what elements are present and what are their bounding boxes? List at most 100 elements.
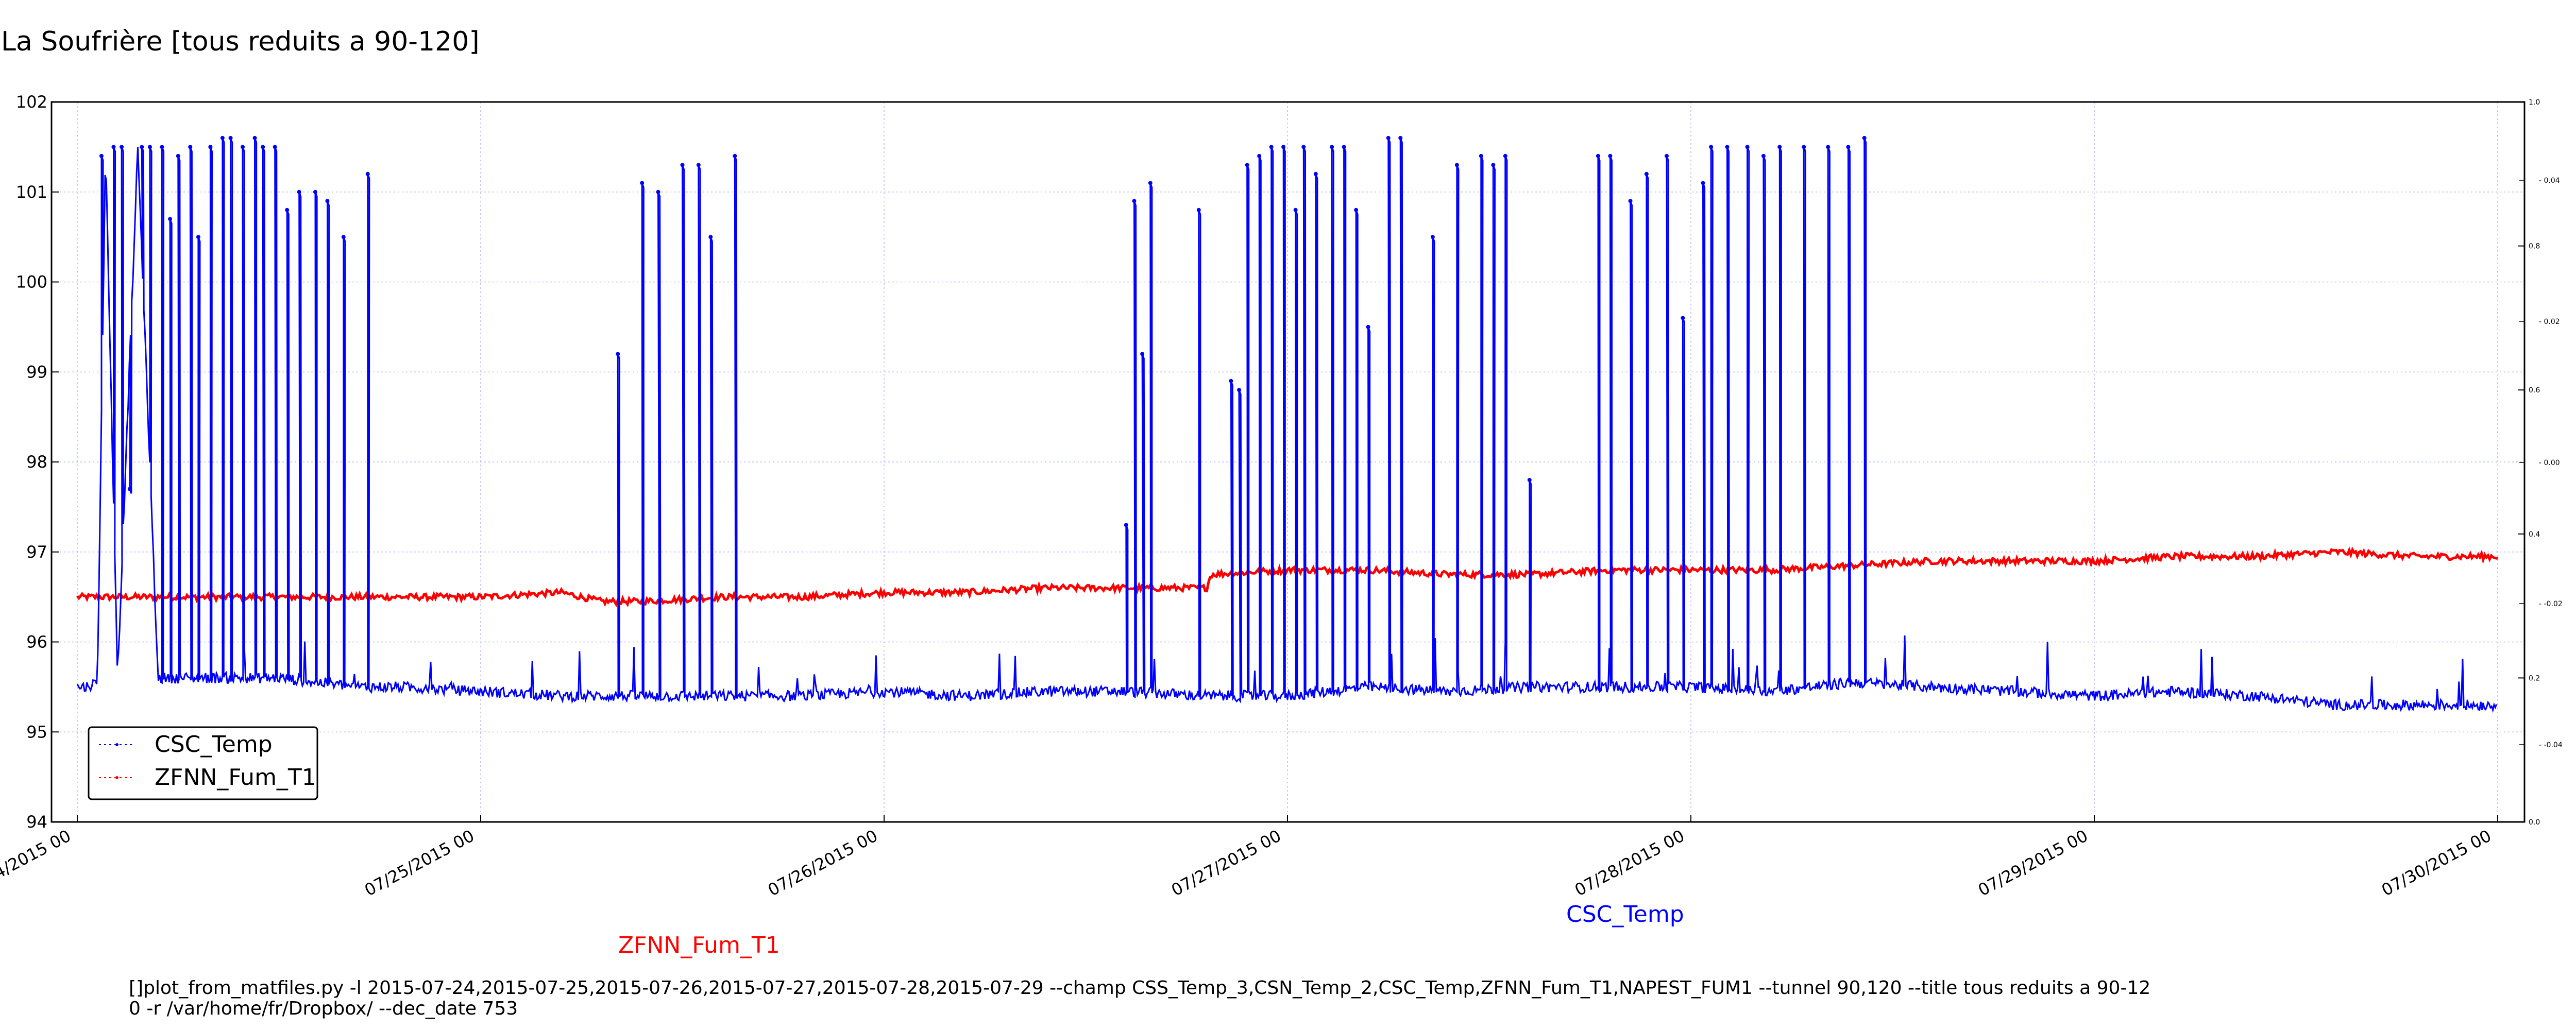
csc-temp-spike-point — [1269, 145, 1274, 149]
csc-temp-spike-point — [1862, 135, 1867, 140]
x-tick-label: 07/28/2015 00 — [1571, 826, 1688, 900]
legend-label-zfnn: ZFNN_Fum_T1 — [155, 764, 316, 791]
csc-temp-spike-point — [176, 153, 180, 158]
x-tick-label: 07/25/2015 00 — [361, 826, 478, 900]
csc-temp-spike-point — [1681, 316, 1685, 320]
x-tick-label: 07/30/2015 00 — [2378, 826, 2495, 900]
csc-temp-spike-point — [99, 153, 104, 158]
csc-temp-spike-point — [111, 145, 116, 149]
legend-box — [88, 726, 318, 800]
right-inner-tick-label: - -0.04 — [2539, 741, 2563, 749]
y-tick-label: 102 — [16, 92, 47, 112]
csc-temp-spike-point — [1802, 145, 1806, 149]
csc-temp-spike-point — [273, 145, 277, 149]
csc-temp-spike-point — [1777, 145, 1782, 149]
csc-temp-spike-point — [696, 163, 701, 167]
csc-temp-spike-point — [120, 145, 124, 149]
legend-marker-csc — [115, 743, 118, 746]
csc-temp-spike-point — [1196, 208, 1201, 212]
right-axis-ticks: 0.0 0.2 0.4 0.6 0.8 1.0 - -0.04 - -0.02 - 0.00 - … — [2518, 98, 2563, 827]
csc-temp-spike-point — [1491, 163, 1496, 167]
csc-temp-spike-point — [1132, 199, 1137, 203]
csc-temp-spike-point — [241, 145, 245, 149]
series-layer — [76, 135, 2498, 713]
csc-temp-spike-point — [127, 487, 132, 491]
csc-temp-spike-point — [140, 145, 144, 149]
legend-label-csc: CSC_Temp — [155, 731, 273, 758]
csc-temp-spike-point — [1745, 145, 1750, 149]
x-tick-label: 07/24/2015 00 — [0, 826, 74, 900]
csc-temp-spike-point — [640, 181, 645, 185]
x-axis-ticks: 07/24/2015 00 07/25/2015 00 07/26/2015 00 0… — [0, 815, 2498, 900]
csc-temp-spike-point — [1342, 145, 1346, 149]
csc-temp-spike-point — [196, 235, 200, 239]
x-tick-label: 07/26/2015 00 — [765, 826, 881, 900]
csc-temp-spike-point — [1709, 145, 1714, 149]
csc-temp-spike-point — [147, 145, 152, 149]
csc-temp-spike-point — [168, 217, 173, 221]
csc-temp-spike-point — [1257, 153, 1262, 158]
right-inner-tick-label: - -0.02 — [2539, 600, 2563, 608]
csc-temp-spike-point — [188, 145, 193, 149]
right-tick-label: 0.6 — [2529, 386, 2540, 394]
csc-temp-spike-point — [1313, 171, 1318, 176]
x-tick-label: 07/27/2015 00 — [1168, 826, 1284, 900]
csc-temp-spike-point — [1301, 145, 1306, 149]
right-inner-tick-label: - 0.00 — [2539, 459, 2560, 467]
csc-temp-spike-point — [160, 145, 164, 149]
axis-name-csc: CSC_Temp — [1566, 901, 1684, 928]
y-tick-label: 96 — [26, 632, 47, 652]
csc-temp-spike-point — [1140, 352, 1145, 356]
csc-temp-spike-point — [1281, 145, 1286, 149]
right-inner-tick-label: - 0.02 — [2539, 318, 2560, 326]
series-line-csc-temp — [76, 138, 2498, 713]
csc-temp-spike-point — [1430, 235, 1435, 239]
csc-temp-spike-point — [1665, 153, 1669, 158]
csc-temp-spike-point — [1503, 153, 1507, 158]
csc-temp-spike-point — [1628, 199, 1633, 203]
csc-temp-spike-point — [1701, 181, 1705, 185]
csc-temp-spike-point — [261, 145, 265, 149]
series-line-zfnn-fum-t1 — [76, 546, 2498, 608]
csc-temp-spike-point — [1846, 145, 1851, 149]
csc-temp-spike-point — [680, 163, 685, 167]
command-line-2: 0 -r /var/home/fr/Dropbox/ --dec_date 75… — [129, 998, 518, 1019]
y-tick-label: 95 — [26, 722, 47, 742]
csc-temp-spike-point — [708, 235, 713, 239]
right-tick-label: 0.0 — [2529, 818, 2540, 827]
csc-temp-spike-point — [1237, 388, 1242, 392]
csc-temp-spike-point — [1330, 145, 1334, 149]
csc-temp-spike-point — [1826, 145, 1831, 149]
x-tick-label: 07/29/2015 00 — [1975, 826, 2091, 900]
csc-temp-spike-point — [1596, 153, 1600, 158]
axis-name-zfnn: ZFNN_Fum_T1 — [618, 932, 780, 958]
csc-temp-spike-point — [1454, 163, 1459, 167]
csc-temp-spike-point — [325, 199, 330, 203]
y-tick-label: 97 — [26, 542, 47, 562]
csc-temp-spike-point — [297, 190, 301, 194]
csc-temp-spike-point — [616, 352, 620, 356]
csc-temp-spike-point — [1366, 324, 1370, 329]
y-axis-ticks: 94 95 96 97 98 99 100 101 102 — [16, 92, 59, 832]
legend-marker-zfnn — [115, 776, 118, 779]
right-inner-tick-label: - 0.04 — [2539, 177, 2560, 185]
command-line-1: []plot_from_matfiles.py -l 2015-07-24,20… — [129, 977, 2150, 999]
csc-temp-spike-point — [365, 171, 370, 176]
csc-temp-spike-point — [1245, 163, 1249, 167]
csc-temp-spike-point — [1527, 477, 1532, 482]
csc-temp-spike-point — [1725, 145, 1730, 149]
csc-temp-spike-point — [1148, 181, 1153, 185]
csc-temp-spike-point — [1386, 135, 1391, 140]
right-tick-label: 0.8 — [2529, 243, 2540, 251]
csc-temp-spike-point — [1354, 208, 1359, 212]
csc-temp-spike-point — [313, 190, 317, 194]
grid-lines — [52, 102, 2524, 822]
right-tick-label: 0.4 — [2529, 530, 2540, 539]
csc-temp-spike-point — [1229, 379, 1233, 383]
y-tick-label: 99 — [26, 362, 47, 382]
csc-temp-spike-point — [733, 153, 737, 158]
csc-temp-spike-point — [228, 135, 233, 140]
y-tick-label: 101 — [16, 182, 47, 202]
csc-temp-spike-point — [1608, 153, 1613, 158]
